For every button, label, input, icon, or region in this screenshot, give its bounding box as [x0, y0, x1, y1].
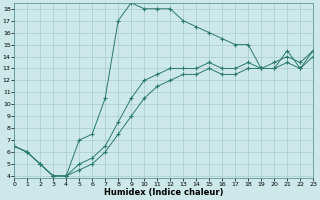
X-axis label: Humidex (Indice chaleur): Humidex (Indice chaleur) [104, 188, 223, 197]
